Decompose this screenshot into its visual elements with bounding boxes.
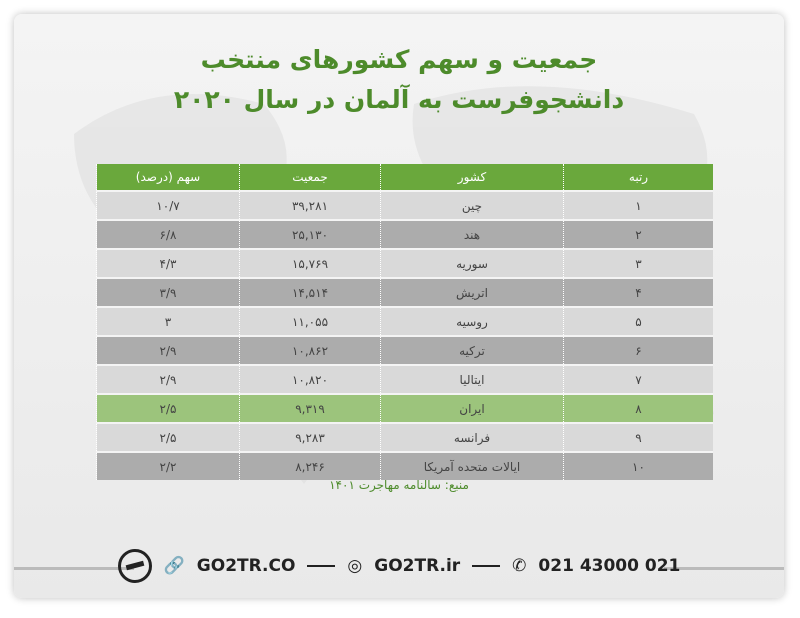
infographic-card: جمعیت و سهم کشورهای منتخب دانشجوفرست به …	[14, 14, 784, 598]
cell-share: ۲/۹	[96, 335, 240, 365]
table-row: ۱۰ ایالات متحده آمریکا ۸,۲۴۶ ۲/۲	[96, 451, 713, 480]
cell-country: ایتالیا	[380, 364, 564, 394]
cell-country: فرانسه	[380, 422, 564, 452]
cell-country: ترکیه	[380, 335, 564, 365]
cell-rank: ۱۰	[563, 451, 713, 480]
phone-number[interactable]: 021 43000 021	[538, 556, 681, 576]
table-row: ۶ ترکیه ۱۰,۸۶۲ ۲/۹	[96, 335, 713, 365]
divider	[14, 567, 134, 570]
instagram-link[interactable]: GO2TR.ir	[374, 556, 461, 576]
cell-share: ۲/۲	[96, 451, 240, 480]
cell-country: ایران	[380, 393, 564, 423]
cell-share: ۲/۵	[96, 422, 240, 452]
header-rank: رتبه	[563, 164, 713, 191]
table-row: ۴ اتریش ۱۴,۵۱۴ ۳/۹	[96, 277, 713, 307]
cell-country: روسیه	[380, 306, 564, 336]
cell-population: ۹,۲۸۳	[239, 422, 381, 452]
table-row: ۸ ایران ۹,۳۱۹ ۲/۵	[96, 393, 713, 423]
cell-rank: ۳	[563, 248, 713, 278]
separator	[472, 565, 501, 567]
cell-country: ایالات متحده آمریکا	[380, 451, 564, 480]
separator	[307, 565, 336, 567]
link-icon: 🔗	[163, 556, 185, 576]
population-table: رتبه کشور جمعیت سهم (درصد) ۱ چین ۳۹,۲۸۱ ۱۰/…	[96, 164, 713, 480]
header-population: جمعیت	[239, 164, 381, 191]
table-row: ۱ چین ۳۹,۲۸۱ ۱۰/۷	[96, 190, 713, 220]
table-row: ۵ روسیه ۱۱,۰۵۵ ۳	[96, 306, 713, 336]
page-title: جمعیت و سهم کشورهای منتخب دانشجوفرست به …	[14, 40, 784, 120]
table-row: ۲ هند ۲۵,۱۳۰ ۶/۸	[96, 219, 713, 249]
cell-population: ۸,۲۴۶	[239, 451, 381, 480]
instagram-icon: ◎	[347, 556, 363, 576]
cell-rank: ۹	[563, 422, 713, 452]
cell-population: ۱۴,۵۱۴	[239, 277, 381, 307]
cell-rank: ۸	[563, 393, 713, 423]
table-row: ۷ ایتالیا ۱۰,۸۲۰ ۲/۹	[96, 364, 713, 394]
cell-rank: ۲	[563, 219, 713, 249]
cell-share: ۳/۹	[96, 277, 240, 307]
cell-population: ۲۵,۱۳۰	[239, 219, 381, 249]
cell-country: سوریه	[380, 248, 564, 278]
cell-population: ۱۰,۸۶۲	[239, 335, 381, 365]
cell-rank: ۷	[563, 364, 713, 394]
cell-share: ۶/۸	[96, 219, 240, 249]
cell-share: ۲/۹	[96, 364, 240, 394]
cell-population: ۱۵,۷۶۹	[239, 248, 381, 278]
header-country: کشور	[380, 164, 564, 191]
cell-population: ۱۰,۸۲۰	[239, 364, 381, 394]
cell-rank: ۱	[563, 190, 713, 220]
cell-share: ۲/۵	[96, 393, 240, 423]
cell-rank: ۵	[563, 306, 713, 336]
cell-population: ۳۹,۲۸۱	[239, 190, 381, 220]
cell-country: چین	[380, 190, 564, 220]
cell-country: هند	[380, 219, 564, 249]
phone-icon: ✆	[512, 556, 527, 576]
title-line-2: دانشجوفرست به آلمان در سال ۲۰۲۰	[173, 85, 625, 114]
header-share: سهم (درصد)	[96, 164, 240, 191]
cell-share: ۳	[96, 306, 240, 336]
title-line-1: جمعیت و سهم کشورهای منتخب	[200, 45, 598, 74]
cell-population: ۹,۳۱۹	[239, 393, 381, 423]
website-link[interactable]: GO2TR.CO	[196, 556, 296, 576]
cell-rank: ۴	[563, 277, 713, 307]
logo-icon	[117, 549, 152, 583]
cell-rank: ۶	[563, 335, 713, 365]
table-row: ۹ فرانسه ۹,۲۸۳ ۲/۵	[96, 422, 713, 452]
cell-country: اتریش	[380, 277, 564, 307]
cell-population: ۱۱,۰۵۵	[239, 306, 381, 336]
divider	[664, 567, 784, 570]
table-header: رتبه کشور جمعیت سهم (درصد)	[96, 164, 713, 191]
table-row: ۳ سوریه ۱۵,۷۶۹ ۴/۳	[96, 248, 713, 278]
source-note: منبع: سالنامه مهاجرت ۱۴۰۱	[329, 478, 469, 492]
cell-share: ۴/۳	[96, 248, 240, 278]
cell-share: ۱۰/۷	[96, 190, 240, 220]
footer: 🔗 GO2TR.CO ◎ GO2TR.ir ✆ 021 43000 021	[14, 549, 784, 583]
